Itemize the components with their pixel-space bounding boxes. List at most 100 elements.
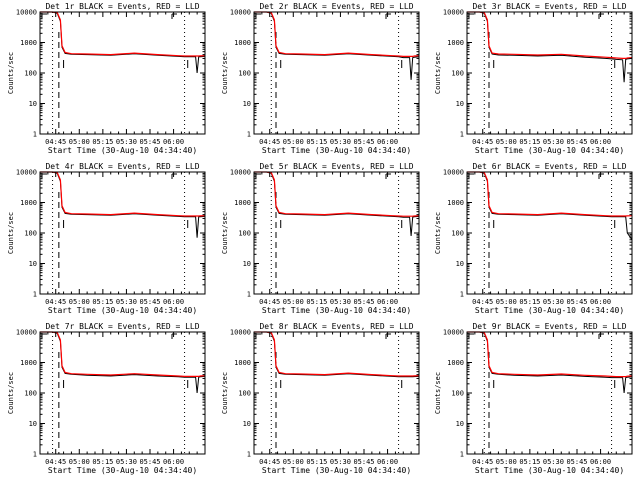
y-tick-label: 1 [33,291,37,299]
x-axis-label: Start Time (30-Aug-10 04:34:40) [475,306,624,315]
y-tick-label: 100 [451,70,464,78]
x-tick-label: 05:45 [566,298,587,306]
chart-title: Det 6r BLACK = Events, RED = LLD [472,162,626,171]
y-tick-label: 10000 [230,9,251,17]
y-axis-label: Counts/sec [434,372,442,414]
x-axis-label: Start Time (30-Aug-10 04:34:40) [48,306,197,315]
y-axis-label: Counts/sec [221,212,229,254]
series-line-lld [467,11,633,60]
chart-panel-9: 1 10 100 1000 10000 04:45 05:00 05:15 05:30 05:45… [434,322,633,475]
x-tick-label: 04:45 [45,138,66,146]
x-tick-label: 04:45 [472,458,493,466]
x-tick-label: 05:30 [543,138,564,146]
series-line-lld [40,331,206,377]
y-tick-label: 1000 [234,359,251,367]
y-tick-label: 1 [460,131,464,139]
y-tick-label: 1000 [234,39,251,47]
chart-panel-4: 1 10 100 1000 10000 04:45 05:00 05:15 05:30 05:45… [7,162,206,315]
y-tick-label: 1000 [20,39,37,47]
y-tick-label: 10000 [443,169,464,177]
x-tick-label: 05:15 [92,138,113,146]
y-tick-label: 10000 [16,169,37,177]
y-tick-label: 1000 [447,199,464,207]
corner-mark-right [171,173,177,179]
y-tick-label: 100 [238,390,251,398]
x-tick-label: 06:00 [590,298,611,306]
y-tick-label: 1000 [20,359,37,367]
y-axis-label: Counts/sec [221,52,229,94]
x-tick-label: 06:00 [163,298,184,306]
x-tick-label: 05:15 [519,298,540,306]
chart-panel-8: 1 10 100 1000 10000 04:45 05:00 05:15 05:30 05:45… [221,322,420,475]
y-tick-label: 10000 [443,9,464,17]
y-axis-label: Counts/sec [434,52,442,94]
y-tick-label: 100 [24,70,37,78]
x-tick-label: 05:30 [116,458,137,466]
chart-title: Det 3r BLACK = Events, RED = LLD [472,2,626,11]
y-axis-label: Counts/sec [7,212,15,254]
y-tick-label: 1000 [20,199,37,207]
x-tick-label: 05:45 [139,298,160,306]
chart-title: Det 9r BLACK = Events, RED = LLD [472,322,626,331]
x-tick-label: 05:15 [519,138,540,146]
x-tick-label: 05:00 [69,138,90,146]
x-axis-label: Start Time (30-Aug-10 04:34:40) [48,146,197,155]
x-axis-label: Start Time (30-Aug-10 04:34:40) [262,306,411,315]
x-tick-label: 04:45 [472,298,493,306]
y-tick-label: 100 [24,390,37,398]
x-tick-label: 05:30 [116,298,137,306]
x-tick-label: 05:15 [306,138,327,146]
x-tick-label: 05:00 [283,298,304,306]
x-tick-label: 04:45 [259,458,280,466]
x-tick-label: 05:30 [543,458,564,466]
x-tick-label: 05:30 [330,138,351,146]
y-tick-label: 10 [29,260,37,268]
x-tick-label: 05:00 [496,298,517,306]
x-tick-label: 05:00 [496,138,517,146]
x-tick-label: 05:30 [330,458,351,466]
series-line-lld [254,171,420,217]
x-axis-label: Start Time (30-Aug-10 04:34:40) [262,146,411,155]
y-tick-label: 100 [451,390,464,398]
y-tick-label: 10 [29,100,37,108]
x-tick-label: 04:45 [259,138,280,146]
y-tick-label: 10000 [16,329,37,337]
y-tick-label: 1 [247,291,251,299]
chart-title: Det 2r BLACK = Events, RED = LLD [259,2,413,11]
x-tick-label: 05:30 [330,298,351,306]
x-axis-label: Start Time (30-Aug-10 04:34:40) [48,466,197,475]
y-tick-label: 10000 [230,169,251,177]
series-line-lld [467,171,633,217]
x-tick-label: 06:00 [377,138,398,146]
x-tick-label: 05:00 [69,458,90,466]
y-tick-label: 1 [460,451,464,459]
x-tick-label: 06:00 [590,138,611,146]
y-tick-label: 100 [451,230,464,238]
chart-title: Det 1r BLACK = Events, RED = LLD [45,2,199,11]
corner-mark-right [171,333,177,339]
series-line-lld [467,331,633,378]
y-tick-label: 1 [247,131,251,139]
x-tick-label: 05:15 [92,298,113,306]
y-tick-label: 1 [33,131,37,139]
x-tick-label: 05:15 [92,458,113,466]
x-tick-label: 05:45 [566,458,587,466]
y-tick-label: 10 [243,420,251,428]
x-tick-label: 06:00 [163,458,184,466]
chart-panel-7: 1 10 100 1000 10000 04:45 05:00 05:15 05:30 05:45… [7,322,206,475]
y-tick-label: 100 [238,230,251,238]
x-tick-label: 05:30 [543,298,564,306]
corner-mark-right [385,333,391,339]
x-tick-label: 05:45 [566,138,587,146]
chart-panel-1: 1 10 100 1000 10000 04:45 05:00 05:15 05:30 05:45… [7,2,206,155]
x-tick-label: 05:00 [69,298,90,306]
x-tick-label: 05:45 [353,298,374,306]
corner-mark-right [598,333,604,339]
x-tick-label: 05:15 [306,458,327,466]
series-line-lld [254,331,420,377]
chart-panel-6: 1 10 100 1000 10000 04:45 05:00 05:15 05:30 05:45… [434,162,633,315]
corner-mark-right [171,13,177,19]
corner-mark-right [385,13,391,19]
x-axis-label: Start Time (30-Aug-10 04:34:40) [475,466,624,475]
